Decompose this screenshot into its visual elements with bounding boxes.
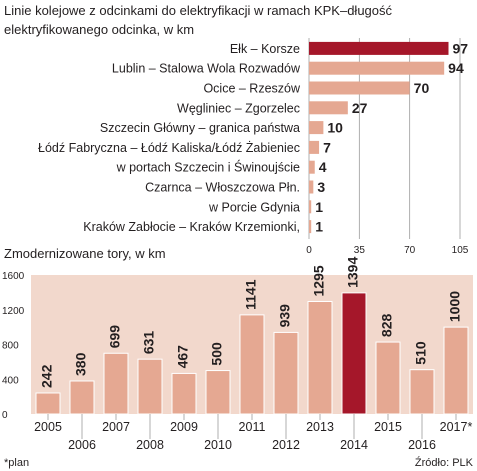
- chart2-bar: [239, 314, 265, 415]
- chart1-category-label: w Porcie Gdynia: [208, 200, 300, 214]
- chart1-bar: [309, 220, 312, 234]
- chart1-category-label: Ełk – Korsze: [230, 42, 300, 56]
- chart1-bar: [309, 41, 449, 55]
- chart2-title: Zmodernizowane tory, w km: [4, 246, 166, 261]
- chart1-category-label: w portach Szczecin i Świnoujście: [116, 160, 300, 175]
- chart2-bar: [103, 352, 129, 415]
- chart1-title-line-1: Linie kolejowe z odcinkami do elektryfik…: [4, 3, 393, 18]
- chart2-value-label: 242: [39, 364, 55, 388]
- chart1-category-label: Czarnca – Włoszczowa Płn.: [145, 181, 300, 195]
- chart1-bars: [309, 41, 449, 234]
- chart1-title-line-2: elektryfikowanego odcinka, w km: [4, 22, 194, 37]
- chart2-bar: [443, 326, 469, 415]
- chart2-y-tick-label: 400: [2, 375, 19, 386]
- chart2-year-label: 2008: [136, 438, 164, 452]
- chart2-y-tick-label: 800: [2, 341, 19, 352]
- chart1-category-label: Węgliniec – Zgorzelec: [177, 101, 300, 115]
- chart2-value-label: 1394: [345, 257, 361, 288]
- chart2-value-label: 380: [73, 352, 89, 376]
- source: Źródło: PLK: [415, 456, 474, 469]
- chart2-bar: [375, 341, 401, 415]
- chart2-value-label: 699: [107, 325, 123, 349]
- chart1-value-label: 94: [448, 60, 464, 76]
- chart2-value-labels: 242 380 699 631 467 500 1141 939 1295 1394 828 510 1…: [39, 257, 463, 388]
- chart1-category-label: Szczecin Główny – granica państwa: [100, 121, 300, 135]
- chart2-value-label: 828: [379, 313, 395, 337]
- chart-electrification: Linie kolejowe z odcinkami do elektryfik…: [4, 3, 469, 256]
- chart2-value-label: 1295: [311, 265, 327, 296]
- chart1-value-label: 1: [315, 219, 323, 235]
- chart2-y-tick-label: 0: [2, 410, 8, 421]
- chart1-tick-labels: 0 35 70 105: [306, 245, 469, 256]
- chart1-tick-label: 0: [306, 245, 312, 256]
- chart2-y-tick-label: 1200: [2, 306, 25, 317]
- chart2-year-label: 2013: [306, 420, 334, 434]
- chart1-bar: [309, 180, 314, 194]
- chart2-value-label: 939: [277, 304, 293, 328]
- footnote: *plan: [4, 457, 29, 469]
- chart2-year-label: 2015: [374, 420, 402, 434]
- chart1-bar: [309, 200, 312, 214]
- chart1-value-label: 3: [317, 179, 325, 195]
- chart1-value-label: 70: [414, 80, 430, 96]
- chart1-bar: [309, 101, 348, 115]
- chart2-year-label: 2010: [204, 438, 232, 452]
- chart1-category-label: Kraków Zabłocie – Kraków Krzemionki,: [83, 220, 300, 234]
- chart2-value-label: 467: [175, 345, 191, 369]
- chart-modernized-tracks: Zmodernizowane tory, w km 0 400 800 1200 160…: [2, 246, 474, 469]
- chart2-bar: [341, 292, 367, 415]
- chart2-year-label: 2007: [102, 420, 130, 434]
- chart1-value-label: 4: [319, 159, 327, 175]
- chart1-category-labels: Ełk – Korsze Lublin – Stalowa Wola Rozwad…: [38, 42, 301, 234]
- chart2-bar: [307, 300, 333, 415]
- chart2-year-label: 2005: [34, 420, 62, 434]
- chart1-tick-label: 70: [404, 245, 416, 256]
- chart1-bar: [309, 61, 445, 75]
- chart2-value-label: 510: [413, 341, 429, 365]
- chart1-tick-label: 35: [354, 245, 366, 256]
- chart2-value-label: 631: [141, 331, 157, 355]
- chart2-value-label: 1141: [243, 279, 259, 310]
- chart1-bar: [309, 81, 410, 95]
- chart2-year-label: 2017*: [440, 420, 473, 434]
- chart1-category-label: Ocice – Rzeszów: [203, 82, 301, 96]
- chart1-value-label: 97: [452, 40, 468, 56]
- chart2-year-label: 2014: [340, 438, 368, 452]
- chart2-value-label: 1000: [447, 291, 463, 322]
- chart1-bar: [309, 121, 324, 135]
- chart2-year-label: 2011: [239, 420, 266, 434]
- chart2-bar: [205, 370, 231, 415]
- chart2-bar: [137, 358, 163, 415]
- chart2-bar: [171, 372, 197, 415]
- chart1-category-label: Lublin – Stalowa Wola Rozwadów: [112, 62, 301, 76]
- chart2-value-label: 500: [209, 342, 225, 366]
- chart1-bar: [309, 160, 315, 174]
- chart2-bar: [273, 331, 299, 415]
- chart2-y-tick-labels: 0 400 800 1200 1600: [2, 271, 25, 421]
- chart2-bars: [35, 292, 469, 415]
- chart1-tick-label: 105: [452, 245, 469, 256]
- chart2-y-tick-label: 1600: [2, 271, 25, 282]
- chart1-value-label: 1: [315, 199, 323, 215]
- chart2-year-label: 2016: [408, 438, 436, 452]
- chart1-value-label: 7: [323, 139, 331, 155]
- chart2-year-label: 2012: [272, 438, 300, 452]
- chart2-year-label: 2009: [170, 420, 198, 434]
- chart2-year-label: 2006: [68, 438, 96, 452]
- chart1-value-labels: 97 94 70 27 10 7 4 3 1 1: [315, 40, 468, 234]
- chart2-bar: [69, 380, 95, 415]
- chart1-value-label: 27: [352, 100, 368, 116]
- chart1-bar: [309, 140, 320, 154]
- chart1-category-label: Łódź Fabryczna – Łódź Kaliska/Łódź Żabie…: [38, 141, 300, 155]
- chart1-value-label: 10: [327, 120, 343, 136]
- chart2-year-labels: 2005 2006 2007 2008 2009 2010 2011 2012 2013 2014…: [34, 414, 472, 452]
- chart2-bar: [35, 392, 61, 415]
- chart2-bar: [409, 369, 435, 415]
